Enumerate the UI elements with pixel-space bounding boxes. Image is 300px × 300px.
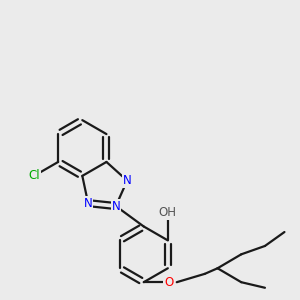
Text: Cl: Cl — [28, 169, 40, 182]
Text: N: N — [123, 174, 131, 187]
Text: OH: OH — [159, 206, 177, 219]
Text: N: N — [84, 196, 92, 210]
Text: N: N — [112, 200, 120, 213]
Text: O: O — [164, 276, 173, 289]
